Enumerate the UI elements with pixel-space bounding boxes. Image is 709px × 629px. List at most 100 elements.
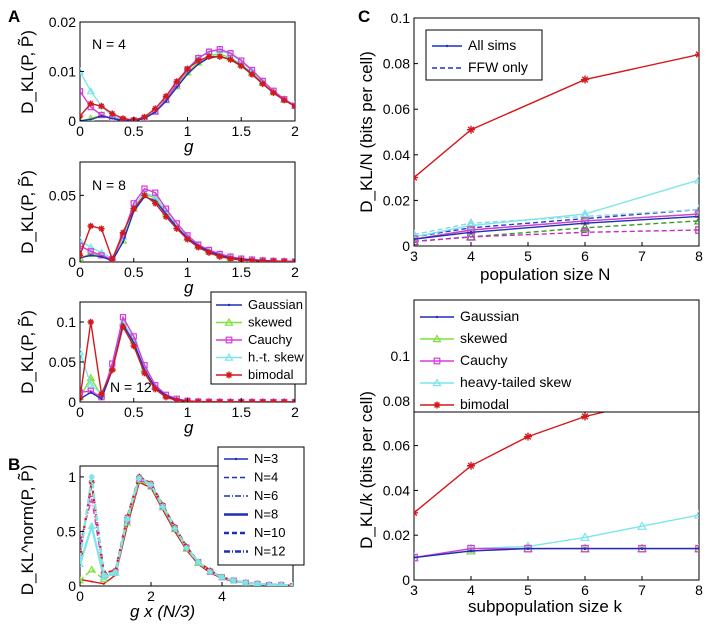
legB-marker [234, 457, 238, 461]
pA1-point [238, 62, 245, 70]
pCT-point [695, 50, 699, 59]
pCB-point [414, 556, 416, 559]
legCB-marker [433, 357, 441, 365]
pCT-point [583, 221, 587, 225]
pCT-ytick-label: 0.02 [383, 192, 410, 208]
pA2-point [162, 205, 170, 212]
pCT-ytick-label: 0 [402, 238, 410, 254]
panel-a3-ylabel: D_KL(P, P̃) [17, 310, 37, 394]
pA1-point [184, 65, 191, 73]
pB-xtick-label: 2 [147, 588, 155, 604]
pCB-point [636, 521, 648, 530]
pA1-point [98, 111, 105, 119]
pA2-ytick-label: 0.05 [49, 187, 76, 203]
pCB-point [583, 547, 587, 551]
pA1-point [164, 100, 168, 103]
panel-a3-xlabel: g [184, 418, 194, 437]
annotation-n8: N = 8 [92, 177, 126, 193]
pA1-point [205, 53, 213, 60]
pA1-xtick-label: 0 [76, 123, 84, 139]
pCT-series-gaussian [414, 215, 699, 240]
pCB-xtick-label: 6 [581, 582, 589, 598]
pB-point [195, 559, 202, 565]
panel-a1-xlabel: g [184, 137, 194, 156]
pCT-series-heavy-tailed-skew [414, 179, 699, 238]
pCT-point [467, 125, 475, 134]
pB-point [207, 568, 214, 575]
pCB-xtick-label: 7 [638, 582, 646, 598]
legCT-entry-label: FFW only [468, 59, 528, 75]
legCB-marker [432, 378, 442, 387]
pCB-xtick-label: 3 [410, 582, 418, 598]
pA3-point [89, 391, 92, 394]
pA1-point [248, 71, 256, 78]
pA3-xtick-label: 1 [184, 404, 192, 420]
pCT-point [579, 211, 591, 220]
pA2-point [89, 254, 92, 257]
legCB-entry-label: bimodal [460, 396, 509, 412]
legA-marker [225, 371, 233, 379]
pB-point [290, 583, 293, 586]
pCT-point [579, 222, 591, 232]
pB-point [136, 475, 143, 481]
pCT-xtick-label: 4 [467, 248, 475, 264]
pA1-point [173, 78, 180, 85]
legB-entry-label: N=12 [254, 544, 285, 559]
pA2-xtick-label: 0 [76, 264, 84, 280]
pCB-point [640, 547, 644, 551]
pCB-ytick-label: 0.02 [383, 527, 410, 543]
pA2-point [162, 213, 170, 220]
pA1-point [100, 114, 103, 118]
pA3-point [109, 366, 116, 374]
legCB-marker [433, 401, 441, 409]
pA2-point [216, 253, 223, 260]
panel-b-legend: N=3 N=4 N=6 N=8 N=10 N=12 [217, 446, 305, 566]
pB-point [80, 559, 85, 568]
pA2-point [80, 236, 85, 244]
pA2-point [121, 240, 125, 244]
pA1-point [227, 50, 234, 57]
panel-b-xlabel: g x (N/3) [130, 602, 195, 621]
pA3-ytick-label: 0.1 [57, 314, 77, 330]
pA3-point [87, 318, 94, 326]
pB-point [242, 579, 249, 586]
pA2-point [141, 185, 148, 192]
pA1-point [186, 72, 189, 76]
pA3-point [162, 394, 170, 401]
pCB-ytick-label: 0 [402, 572, 410, 588]
pCT-series-cauchy [414, 213, 699, 240]
pA1-point [87, 100, 94, 107]
legB-entry-label: N=8 [254, 507, 278, 522]
pA3-point [152, 386, 159, 393]
legCB-marker [435, 315, 439, 319]
panel-letter-c: C [358, 7, 370, 26]
legA-entry-label: Gaussian [248, 297, 303, 312]
pCT-point [581, 228, 589, 237]
pB-ytick-label: 0 [68, 578, 76, 594]
pB-point [183, 544, 190, 551]
pA2-point [205, 249, 213, 256]
pB-ytick-label: 1 [68, 469, 76, 485]
pCB-point [414, 508, 418, 517]
pA3-xtick-label: 0.5 [124, 404, 144, 420]
pCT-xtick-label: 5 [524, 248, 532, 264]
panel-letter-b: B [8, 455, 20, 474]
pB-point [159, 503, 166, 510]
pA1-point [195, 57, 202, 64]
panel-a-legend: Gaussian skewed Cauchy h.-t. skew bimodal [210, 291, 307, 385]
panel-c-bottom-xlabel: subpopulation size k [468, 597, 623, 616]
pA3-point [205, 398, 213, 402]
pCB-point [581, 412, 589, 421]
pCT-point [693, 174, 699, 184]
pB-point [90, 580, 93, 583]
pCT-series-ffw-cauchy [414, 229, 699, 243]
pA2-ytick-label: 0 [68, 254, 76, 270]
pA2-point [98, 252, 105, 259]
pA2-xtick-label: 2 [291, 264, 299, 280]
pB-point [88, 473, 95, 480]
pB-point [171, 525, 178, 532]
pA3-point [141, 370, 148, 377]
pCT-xtick-label: 6 [581, 248, 589, 264]
pCB-point [526, 547, 530, 551]
